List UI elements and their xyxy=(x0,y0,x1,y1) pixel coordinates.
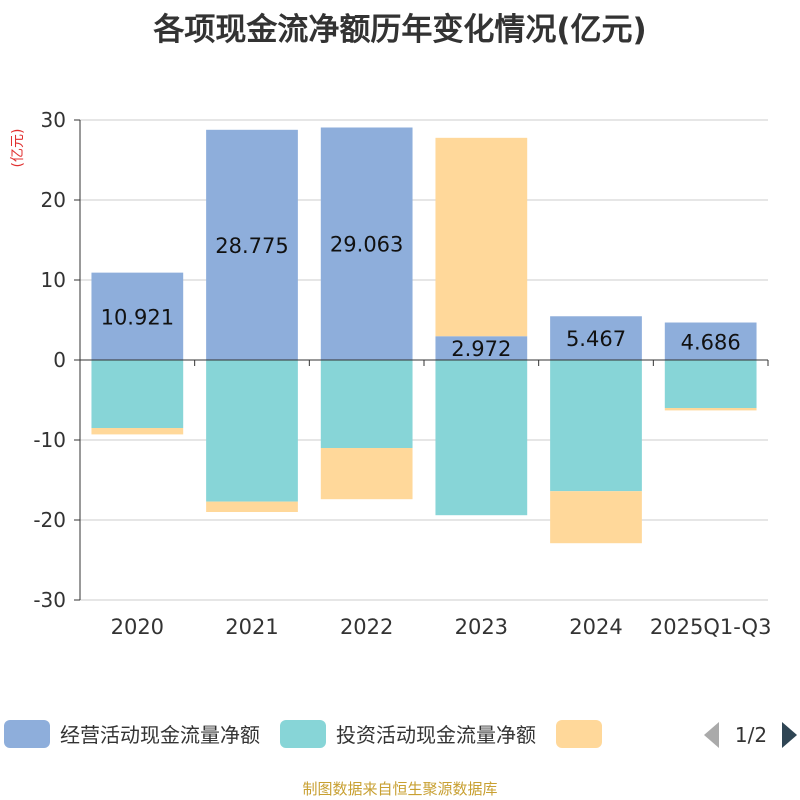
footer-source: 制图数据来自恒生聚源数据库 xyxy=(302,780,498,798)
legend-label-1: 经营活动现金流量净额 xyxy=(60,723,260,747)
bar-3-2021 xyxy=(206,501,298,512)
x-tick-label: 2025Q1-Q3 xyxy=(650,615,772,639)
bar-1-2025Q1-Q3 xyxy=(664,322,757,360)
bar-2-2024 xyxy=(550,360,642,492)
bar-1-2024 xyxy=(550,316,642,360)
data-label-2022: 29.063 xyxy=(330,233,403,257)
x-tick-label: 2023 xyxy=(455,615,508,639)
y-tick-label: 20 xyxy=(41,188,66,212)
y-tick-label: -10 xyxy=(33,428,66,452)
chart-title: 各项现金流净额历年变化情况(亿元) xyxy=(153,12,647,48)
legend: 经营活动现金流量净额 投资活动现金流量净额 1/2 xyxy=(4,720,797,748)
bar-3-2023 xyxy=(435,137,528,337)
bar-3-2022 xyxy=(320,448,413,500)
data-label-2021: 28.775 xyxy=(215,234,288,258)
data-label-2023: 2.972 xyxy=(451,337,511,361)
y-tick-label: 0 xyxy=(53,348,66,372)
bar-3-2024 xyxy=(550,491,642,544)
y-tick-label: -20 xyxy=(33,508,66,532)
legend-page-indicator: 1/2 xyxy=(735,723,767,747)
x-tick-label: 2022 xyxy=(340,615,393,639)
legend-swatch-2 xyxy=(280,720,326,748)
bar-2-2020 xyxy=(91,360,184,428)
legend-next-icon xyxy=(782,722,797,748)
x-tick-label: 2024 xyxy=(569,615,622,639)
bar-3-2020 xyxy=(91,428,184,435)
y-tick-label: 30 xyxy=(41,108,66,132)
legend-label-2: 投资活动现金流量净额 xyxy=(336,723,536,747)
bar-2-2021 xyxy=(206,360,298,502)
bar-3-2025Q1-Q3 xyxy=(664,408,757,411)
x-tick-label: 2020 xyxy=(111,615,164,639)
bar-2-2023 xyxy=(435,360,528,516)
bar-1-2023 xyxy=(435,336,528,360)
bar-2-2022 xyxy=(320,360,413,448)
data-label-2020: 10.921 xyxy=(101,305,174,329)
bar-1-2020 xyxy=(91,272,184,360)
legend-prev-icon xyxy=(704,722,719,748)
legend-swatch-3 xyxy=(556,720,602,748)
legend-swatch-1 xyxy=(4,720,50,748)
bar-1-2021 xyxy=(206,129,298,360)
data-label-2025Q1-Q3: 4.686 xyxy=(681,330,741,354)
y-tick-label: -30 xyxy=(33,588,66,612)
data-labels: 10.921 28.775 29.063 2.972 5.467 4.686 xyxy=(101,233,741,361)
bar-1-2022 xyxy=(320,127,413,360)
bar-2-2025Q1-Q3 xyxy=(664,360,757,408)
y-axis-label: (亿元) xyxy=(10,129,26,168)
y-tick-label: 10 xyxy=(41,268,66,292)
data-label-2024: 5.467 xyxy=(566,327,626,351)
x-tick-label: 2021 xyxy=(225,615,278,639)
bars xyxy=(91,127,757,544)
axes: 30 20 10 0 -10 -20 -30 2020 2021 2022 2023 2024 2025… xyxy=(33,108,771,639)
